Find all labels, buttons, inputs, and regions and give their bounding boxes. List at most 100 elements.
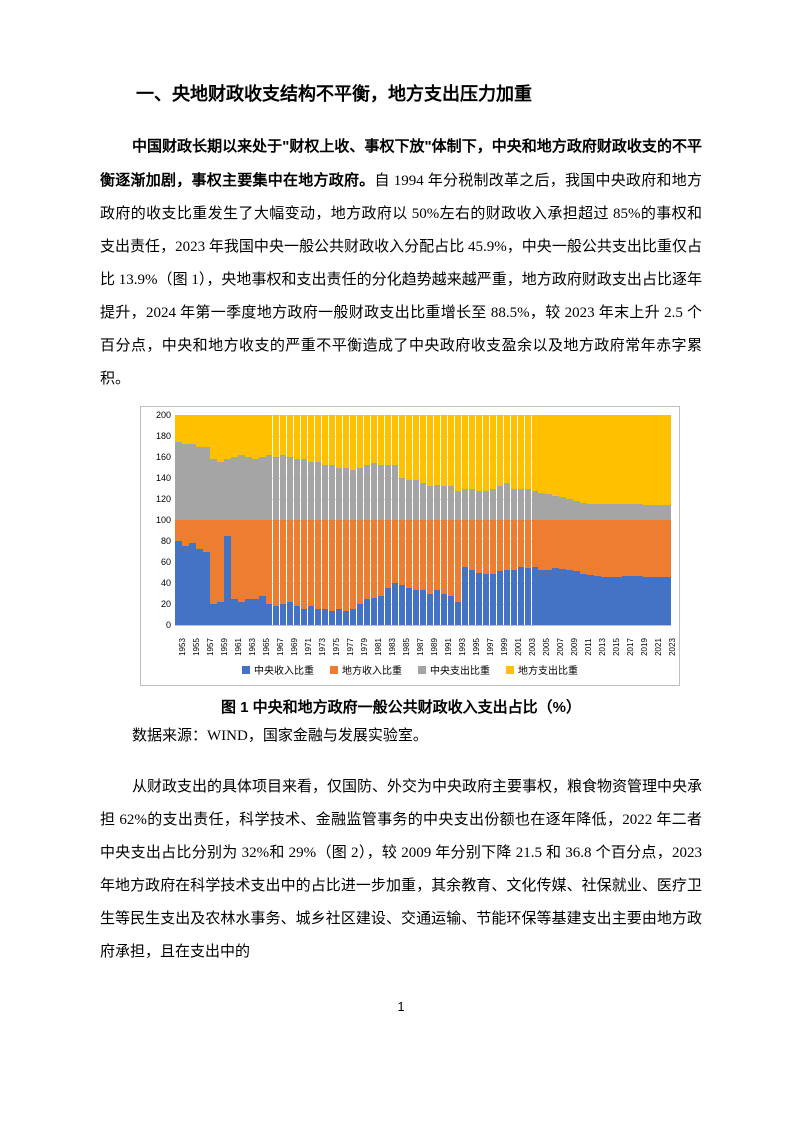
chart-bar-column (182, 415, 188, 625)
chart-bar-segment (350, 470, 356, 520)
chart-bar-segment (343, 415, 349, 468)
chart-bar-segment (308, 462, 314, 520)
chart-bar-segment (315, 520, 321, 609)
chart-bar-segment (566, 499, 572, 520)
chart-bar-column (587, 415, 593, 625)
chart-bar-segment (629, 576, 635, 625)
chart-ytick: 200 (145, 410, 171, 420)
chart-bar-segment (441, 486, 447, 520)
chart-bar-segment (615, 520, 621, 577)
chart-bar-segment (378, 596, 384, 625)
chart-bar-segment (287, 457, 293, 520)
chart-bar-segment (231, 520, 237, 599)
chart-bar-segment (301, 415, 307, 459)
chart-bar-segment (420, 590, 426, 625)
chart-bar-column (420, 415, 426, 625)
chart-xtick: 1985 (402, 638, 411, 656)
chart-bar-segment (238, 520, 244, 602)
chart-bar-segment (336, 468, 342, 521)
chart-bar-column (294, 415, 300, 625)
chart-bar-segment (371, 415, 377, 463)
chart-bar-column (343, 415, 349, 625)
chart-bar-segment (490, 520, 496, 574)
chart-bar-column (203, 415, 209, 625)
chart-bar-segment (399, 478, 405, 520)
chart-bar-segment (497, 486, 503, 520)
chart-bar-column (511, 415, 517, 625)
chart-bar-segment (538, 570, 544, 625)
chart-bar-segment (664, 505, 670, 520)
chart-bar-column (392, 415, 398, 625)
chart-bar-segment (329, 415, 335, 465)
chart-bar-segment (497, 571, 503, 625)
chart-bar-segment (385, 465, 391, 520)
chart-legend-swatch (242, 666, 250, 674)
chart-bar-segment (245, 415, 251, 457)
chart-bar-segment (657, 415, 663, 505)
chart-bar-column (566, 415, 572, 625)
chart-bar-segment (587, 575, 593, 625)
chart-bar-segment (266, 520, 272, 604)
chart-bar-segment (552, 496, 558, 520)
chart-bar-segment (650, 577, 656, 625)
chart-bar-segment (629, 520, 635, 576)
chart-bar-column (385, 415, 391, 625)
chart-bar-segment (231, 457, 237, 520)
chart-bar-column (629, 415, 635, 625)
chart-bar-segment (608, 577, 614, 625)
chart-bar-column (252, 415, 258, 625)
chart-bar-segment (643, 577, 649, 625)
chart-bar-segment (580, 574, 586, 625)
chart-bar-column (189, 415, 195, 625)
chart-bar-segment (483, 415, 489, 491)
chart-bar-segment (664, 577, 670, 625)
chart-xtick: 2013 (598, 638, 607, 656)
chart-bar-segment (455, 602, 461, 625)
chart-bar-segment (378, 465, 384, 520)
chart-bar-segment (231, 599, 237, 625)
chart-xtick: 2021 (654, 638, 663, 656)
chart-bar-segment (301, 520, 307, 609)
chart-bar-segment (182, 444, 188, 520)
chart-ytick: 40 (145, 578, 171, 588)
chart-xtick: 1955 (192, 638, 201, 656)
chart-bar-column (518, 415, 524, 625)
chart-bar-segment (573, 571, 579, 625)
chart-xtick: 1973 (318, 638, 327, 656)
chart-bar-segment (594, 504, 600, 520)
chart-bar-column (580, 415, 586, 625)
chart-bar-segment (650, 505, 656, 520)
chart-xtick: 1969 (290, 638, 299, 656)
chart-bar-segment (615, 415, 621, 504)
chart-bar-segment (196, 549, 202, 625)
chart-bar-segment (636, 415, 642, 504)
chart-xtick: 1961 (234, 638, 243, 656)
chart-bar-segment (315, 609, 321, 625)
chart-bar-column (287, 415, 293, 625)
chart-bar-segment (615, 577, 621, 625)
chart-legend-label: 中央支出比重 (430, 662, 490, 677)
chart-bar-column (357, 415, 363, 625)
chart-xtick: 1967 (276, 638, 285, 656)
chart-bar-segment (511, 520, 517, 570)
chart-bar-segment (357, 468, 363, 521)
chart-bar-segment (203, 552, 209, 626)
chart-bar-segment (504, 415, 510, 483)
chart-bar-segment (587, 520, 593, 575)
chart-bar-segment (566, 570, 572, 625)
chart-bar-column (525, 415, 531, 625)
chart-bar-segment (231, 415, 237, 457)
chart-bar-segment (259, 596, 265, 625)
chart-bar-segment (266, 604, 272, 625)
chart-bar-column (538, 415, 544, 625)
chart-bar-segment (476, 520, 482, 573)
chart-bar-column (441, 415, 447, 625)
chart-bar-segment (622, 576, 628, 625)
chart-bar-segment (189, 444, 195, 520)
chart-bar-segment (399, 520, 405, 585)
chart-bar-segment (224, 536, 230, 625)
chart-bar-column (594, 415, 600, 625)
chart-bar-segment (413, 415, 419, 480)
chart-bar-segment (511, 570, 517, 625)
chart-xtick: 1953 (178, 638, 187, 656)
